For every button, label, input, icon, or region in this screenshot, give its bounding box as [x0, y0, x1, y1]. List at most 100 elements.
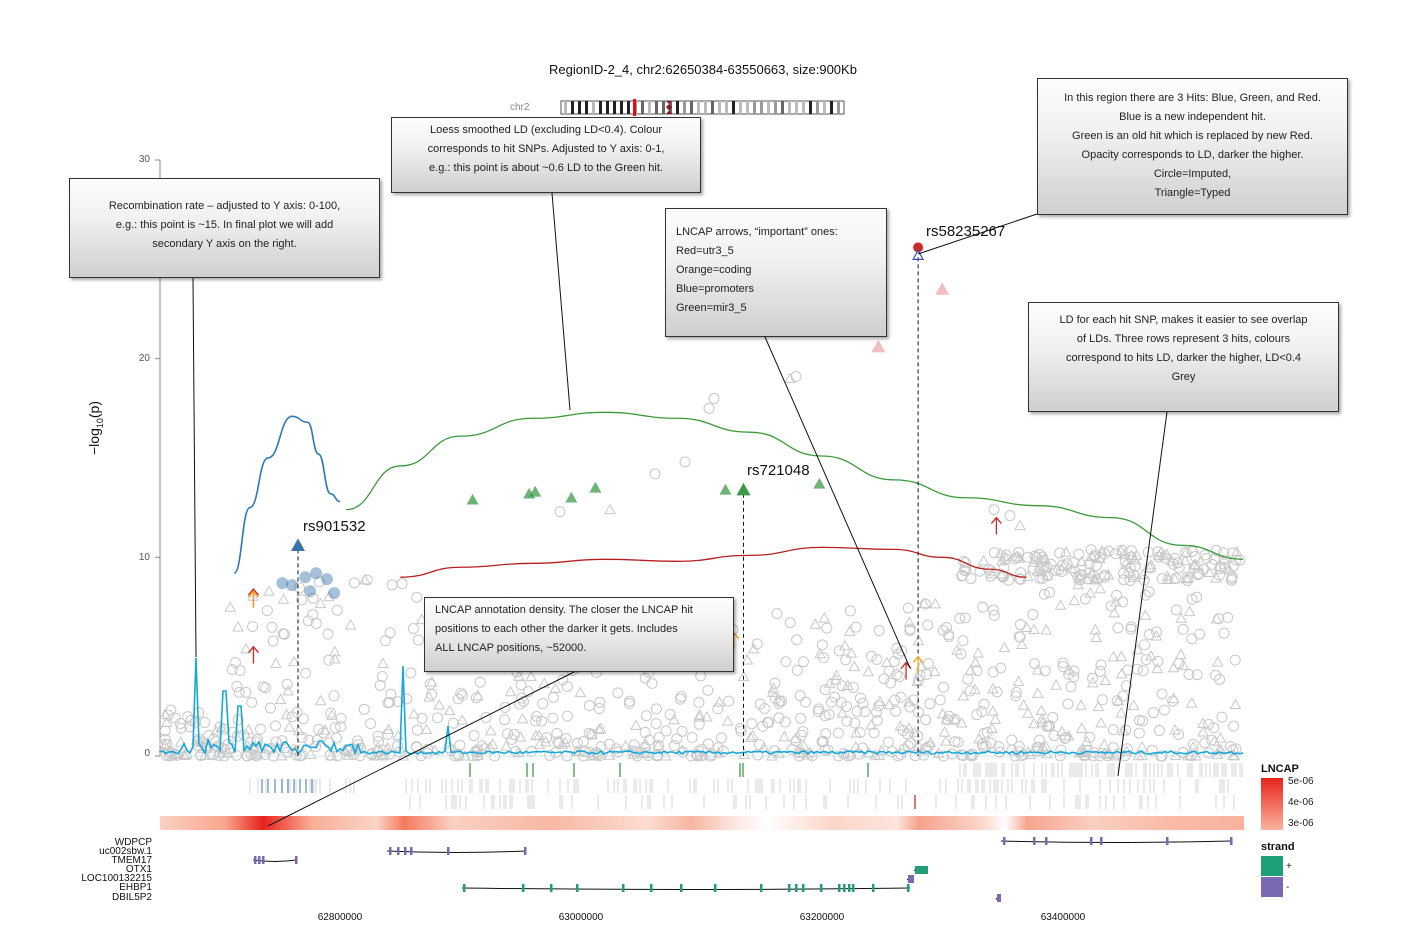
grey-snp-circle — [978, 698, 990, 710]
grey-snp-circle — [1047, 711, 1059, 723]
grey-snp-triangle — [987, 705, 999, 716]
grey-snp-circle — [695, 670, 707, 682]
grey-snp-triangle — [232, 620, 244, 632]
gene-exon — [522, 884, 525, 892]
grey-snp-circle — [1234, 554, 1246, 566]
grey-snp-circle — [998, 562, 1010, 574]
grey-snp-triangle — [382, 723, 395, 735]
grey-snp-circle — [1010, 690, 1022, 702]
grey-snp-triangle — [241, 740, 254, 751]
grey-snp-triangle — [940, 735, 952, 746]
callout-line: Recombination rate – adjusted to Y axis:… — [108, 200, 341, 212]
grey-snp-circle — [924, 698, 936, 710]
gene-label: OTX1 — [125, 864, 152, 875]
grey-snp-circle — [717, 745, 729, 757]
grey-snp-circle — [985, 565, 997, 577]
grey-snp-triangle — [1108, 606, 1121, 618]
gene-label: DBIL5P2 — [111, 892, 152, 903]
grey-snp-circle — [307, 609, 319, 621]
hit-ld-points — [276, 282, 950, 600]
grey-snp-triangle — [836, 707, 849, 718]
gene-exon — [802, 884, 805, 892]
grey-snp-circle — [1022, 551, 1034, 563]
grey-snp-circle — [919, 744, 931, 756]
grey-snp-circle — [1089, 551, 1101, 563]
grey-snp-triangle — [873, 749, 886, 761]
grey-snp-circle — [1085, 544, 1097, 556]
grey-snp-triangle — [838, 639, 851, 651]
grey-snp-circle — [1218, 627, 1230, 639]
grey-snp-circle — [1227, 547, 1239, 559]
lncap-bottom-trace — [159, 657, 1244, 756]
grey-snp-triangle — [1162, 573, 1174, 585]
gene-exon — [389, 847, 392, 855]
grey-snp-circle — [506, 733, 518, 745]
grey-snp-circle — [980, 740, 992, 752]
grey-snp-circle — [823, 708, 835, 720]
grey-snp-circle — [267, 635, 279, 647]
callout-ld-rows: LD for each hit SNP, makes it easier to … — [1028, 302, 1339, 412]
grey-snp-circle — [1122, 664, 1134, 676]
grey-snp-triangle — [1031, 664, 1044, 675]
grey-snp-circle — [1199, 737, 1211, 749]
grey-snp-circle — [554, 506, 566, 518]
grey-snp-circle — [640, 710, 652, 722]
lncap-arrow-utr3_5 — [990, 516, 1002, 535]
red-ld-point — [935, 282, 950, 295]
grey-snp-circle — [865, 650, 877, 662]
lncap-legend-value: 3e-06 — [1288, 818, 1314, 829]
ideogram-band — [697, 101, 700, 114]
gene-exon — [924, 866, 928, 874]
grey-snp-triangle — [969, 656, 982, 668]
grey-snp-triangle — [593, 723, 605, 734]
grey-snp-circle — [702, 738, 714, 750]
grey-snp-circle — [522, 686, 534, 698]
grey-snp-triangle — [201, 742, 214, 753]
ideogram-outline — [560, 100, 845, 115]
grey-snp-triangle — [713, 696, 726, 707]
grey-snp-circle — [675, 691, 687, 703]
grey-snp-triangle — [1012, 675, 1025, 687]
grey-snp-triangle — [328, 645, 341, 657]
gene-exon — [1230, 837, 1233, 845]
chromosome-ideogram — [560, 99, 845, 116]
grey-snp-circle — [1187, 738, 1199, 750]
gene-exon — [918, 866, 922, 874]
grey-snp-triangle — [420, 723, 433, 734]
grey-snp-circle — [610, 743, 622, 755]
grey-snp-triangle — [986, 567, 998, 579]
green-ld-point — [589, 481, 602, 493]
ideogram-band — [613, 101, 616, 114]
grey-snp-triangle — [1099, 674, 1112, 686]
grey-snp-circle — [784, 617, 796, 629]
grey-snp-triangle — [1183, 605, 1196, 617]
grey-snp-circle — [432, 712, 444, 724]
grey-snp-circle — [676, 725, 688, 737]
ideogram-band — [725, 101, 728, 114]
grey-snp-circle — [1055, 744, 1067, 756]
grey-snp-triangle — [1174, 648, 1187, 660]
grey-snp-circle — [443, 742, 455, 754]
grey-snp-circle — [1177, 623, 1189, 635]
leader-recomb — [192, 277, 197, 658]
grey-snp-triangle — [767, 682, 780, 693]
gene-exon — [910, 875, 914, 883]
recombination-rate-curve — [233, 415, 341, 575]
grey-snp-triangle — [627, 748, 640, 759]
ld-loess-green-curve — [346, 411, 1244, 560]
grey-snp-circle — [892, 750, 904, 762]
gene-exon — [915, 866, 919, 874]
grey-snp-triangle — [668, 713, 680, 725]
grey-snp-circle — [1123, 567, 1135, 579]
grey-snp-circle — [422, 743, 434, 755]
grey-snp-circle — [1193, 567, 1205, 579]
grey-snp-circle — [854, 727, 866, 739]
grey-snp-circle — [240, 686, 252, 698]
grey-snp-circle — [997, 571, 1009, 583]
blue-ld-point — [299, 571, 312, 584]
grey-snp-triangle — [949, 713, 961, 724]
grey-snp-circle — [1152, 546, 1164, 558]
gene-exon — [576, 884, 579, 892]
grey-snp-circle — [859, 706, 871, 718]
grey-snp-circle — [286, 711, 298, 723]
